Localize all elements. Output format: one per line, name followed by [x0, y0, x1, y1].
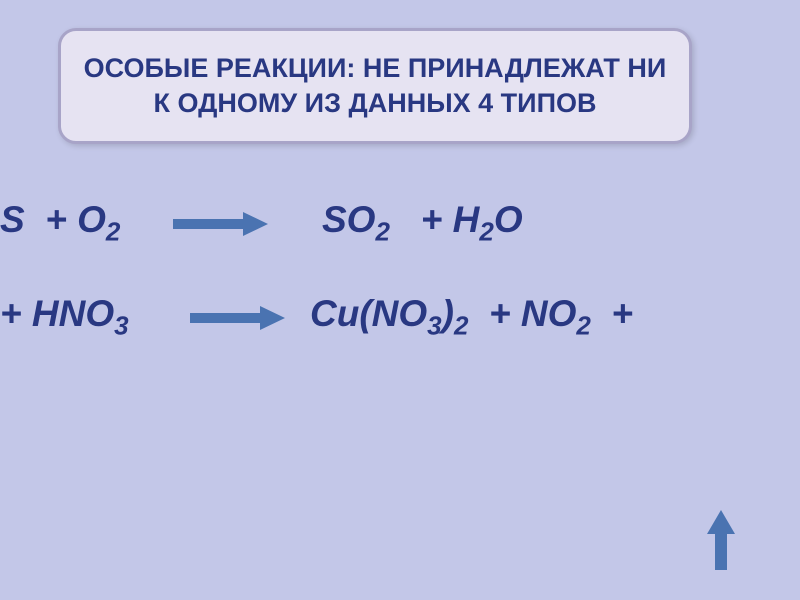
reaction-2-reactants: + HNO3 [0, 293, 129, 335]
reaction-1-products: SO2 + H2O [322, 199, 523, 241]
header-title: ОСОБЫЕ РЕАКЦИИ: НЕ ПРИНАДЛЕЖАТ НИ К ОДНО… [81, 51, 669, 121]
reaction-2-products: Cu(NO3)2 + NO2 + [310, 293, 633, 335]
reaction-row-1: S + O2 SO2 + H2O [0, 199, 800, 249]
reaction-arrow-icon [190, 306, 285, 330]
reaction-1-reactants: S + O2 [0, 199, 120, 241]
nav-up-arrow-icon[interactable] [707, 510, 735, 570]
reaction-arrow-icon [173, 212, 268, 236]
header-box: ОСОБЫЕ РЕАКЦИИ: НЕ ПРИНАДЛЕЖАТ НИ К ОДНО… [58, 28, 692, 144]
reaction-row-2: + HNO3 Cu(NO3)2 + NO2 + [0, 293, 800, 343]
